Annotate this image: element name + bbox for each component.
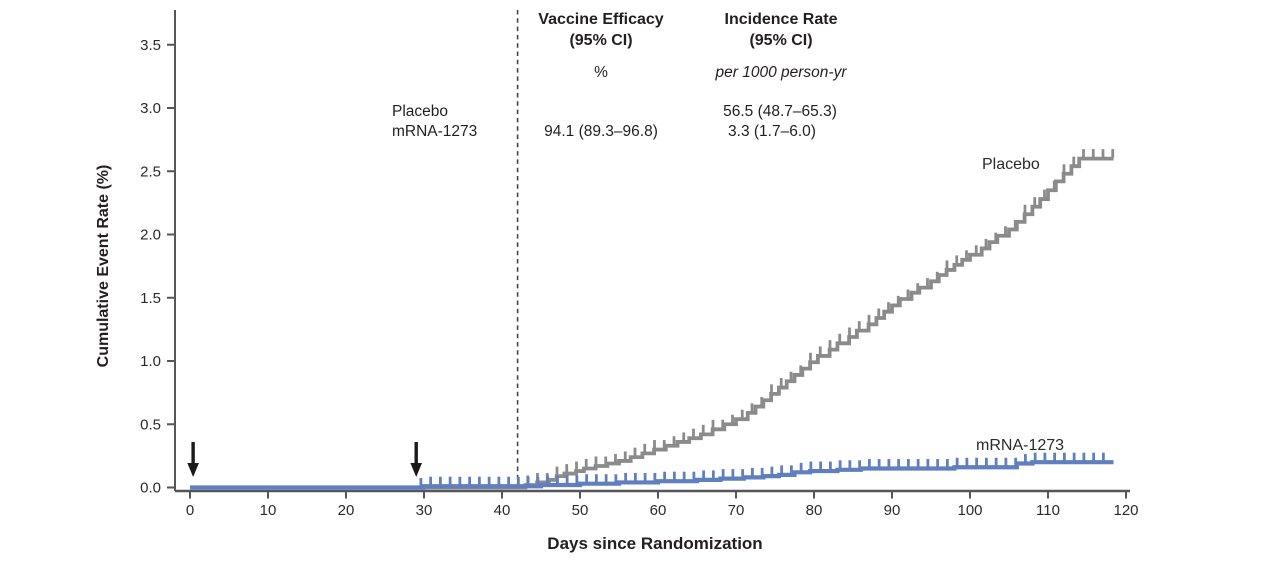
x-tick-label: 0 xyxy=(186,502,194,519)
dose-arrow-head xyxy=(410,463,422,477)
group-label-mrna: mRNA-1273 xyxy=(392,123,478,140)
x-tick-label: 110 xyxy=(1036,502,1060,519)
ir-header-line2: (95% CI) xyxy=(749,32,813,49)
dose-arrow-head xyxy=(187,463,199,477)
x-tick-label: 10 xyxy=(260,502,277,519)
ir-unit: per 1000 person-yr xyxy=(715,64,847,81)
y-tick-label: 2.5 xyxy=(140,163,161,180)
x-tick-label: 50 xyxy=(572,502,589,519)
x-tick-label: 30 xyxy=(416,502,433,519)
mrna-incidence-value: 3.3 (1.7–6.0) xyxy=(728,123,816,140)
y-tick-label: 1.5 xyxy=(140,290,161,307)
group-label-placebo: Placebo xyxy=(392,103,449,120)
mrna-curve xyxy=(190,460,1114,490)
ve-header-line2: (95% CI) xyxy=(569,32,633,49)
x-tick-label: 20 xyxy=(338,502,355,519)
y-axis-title: Cumulative Event Rate (%) xyxy=(95,164,112,368)
y-tick-label: 3.0 xyxy=(140,100,161,117)
x-tick-label: 80 xyxy=(806,502,823,519)
mrna-efficacy-value: 94.1 (89.3–96.8) xyxy=(544,123,658,140)
x-tick-label: 90 xyxy=(884,502,901,519)
mrna-curve-label: mRNA-1273 xyxy=(976,437,1065,454)
x-tick-label: 40 xyxy=(494,502,511,519)
placebo-incidence-value: 56.5 (48.7–65.3) xyxy=(723,103,837,120)
placebo-curve-label: Placebo xyxy=(982,156,1040,173)
x-axis-title: Days since Randomization xyxy=(547,534,763,553)
y-tick-label: 0.0 xyxy=(140,480,161,497)
ir-header-line1: Incidence Rate xyxy=(724,11,838,28)
y-tick-label: 2.0 xyxy=(140,227,161,244)
y-tick-label: 1.0 xyxy=(140,353,161,370)
x-tick-label: 70 xyxy=(728,502,745,519)
x-tick-label: 60 xyxy=(650,502,667,519)
ve-header-line1: Vaccine Efficacy xyxy=(538,11,664,28)
x-tick-label: 120 xyxy=(1113,502,1138,519)
x-tick-label: 100 xyxy=(957,502,982,519)
y-tick-label: 0.5 xyxy=(140,416,161,433)
ve-unit: % xyxy=(594,64,608,81)
y-tick-label: 3.5 xyxy=(140,37,161,54)
placebo-curve xyxy=(190,156,1114,490)
